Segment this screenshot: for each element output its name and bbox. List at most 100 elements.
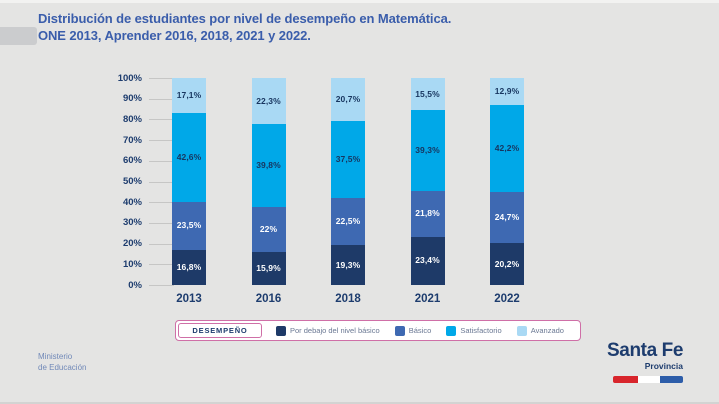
bar-segment-label: 39,8% (256, 159, 281, 170)
bar-segment (331, 198, 365, 246)
y-axis-tick-line (149, 140, 174, 141)
legend: DESEMPEÑO Por debajo del nivel básico Bás… (175, 320, 581, 341)
ministry-label-line1: Ministerio (38, 352, 73, 361)
y-axis-tick-label: 60% (122, 155, 142, 167)
y-axis-tick-label: 100% (117, 72, 142, 84)
y-axis-tick-label: 20% (122, 238, 142, 250)
y-axis-tick-line (149, 99, 174, 100)
y-axis-tick-label: 70% (122, 134, 142, 146)
santafe-name: Santa Fe (607, 340, 683, 361)
legend-item-label: Básico (408, 326, 432, 335)
x-axis-year-label: 2013 (176, 293, 202, 305)
bar-segment-label: 20,7% (335, 93, 361, 104)
legend-title: DESEMPEÑO (192, 326, 248, 335)
y-axis-tick-label: 0% (128, 279, 142, 291)
x-axis-year-label: 2022 (494, 293, 520, 305)
bottom-edge-shadow (0, 402, 719, 404)
x-axis-year-label: 2021 (414, 293, 441, 305)
y-axis-tick-label: 40% (122, 196, 142, 208)
bar-segment (172, 250, 206, 285)
legend-swatch (276, 325, 286, 336)
y-axis-tick-line (149, 161, 174, 162)
x-axis-year-label: 2016 (255, 293, 282, 305)
bar-segment-label: 39,3% (415, 145, 440, 156)
bar-segment (490, 104, 524, 193)
ministry-label: Ministerio de Educación (38, 352, 86, 373)
y-axis-tick-label: 80% (122, 113, 142, 125)
y-axis-tick-line (149, 78, 174, 79)
x-axis-year-label: 2018 (335, 293, 361, 305)
bar-segment-label: 20,2% (494, 258, 520, 269)
slide-title-line2: ONE 2013, Aprender 2016, 2018, 2021 y 20… (38, 27, 311, 43)
y-axis-tick-line (149, 119, 174, 120)
bar-segment-label: 15,9% (256, 263, 281, 274)
y-axis-tick-label: 10% (122, 258, 142, 270)
y-axis-tick-line (149, 182, 174, 183)
flag-segment-white (638, 376, 660, 383)
y-axis-tick-line (149, 285, 174, 286)
bar-segment (410, 236, 445, 285)
bar-segment-label: 12,9% (494, 85, 520, 96)
bar-segment-label: 17,1% (176, 90, 202, 101)
bar-segment-label: 23,4% (415, 255, 440, 266)
legend-item: Por debajo del nivel básico (276, 325, 380, 336)
bar-segment (172, 201, 206, 251)
y-axis-tick-label: 30% (122, 217, 142, 229)
bar-segment-label: 21,8% (415, 208, 440, 219)
bar-segment (172, 78, 206, 114)
bar-segment-label: 42,6% (176, 151, 202, 162)
bar-segment (331, 78, 365, 121)
bar-segment-label: 23,5% (176, 220, 202, 231)
ministry-label-line2: de Educación (38, 362, 87, 372)
legend-items: Por debajo del nivel básico Básico Satisfa… (262, 325, 580, 336)
slide-title-line1: Distribución de estudiantes por nivel de… (38, 11, 452, 26)
bar-segment-label: 22,5% (335, 216, 361, 227)
y-axis-tick-label: 50% (122, 176, 142, 187)
bar-segment (251, 252, 286, 285)
bar-segment-label: 22% (259, 223, 278, 234)
y-axis-tick-line (149, 264, 174, 265)
y-axis-tick-line (149, 244, 174, 245)
bar-segment-label: 37,5% (335, 154, 361, 165)
bar-segment (251, 78, 286, 125)
bar-segment-label: 19,3% (335, 259, 361, 270)
santafe-subtitle: Provincia (644, 361, 683, 371)
y-axis-tick-line (149, 223, 174, 224)
bar-segment-label: 22,3% (256, 95, 281, 106)
bar-segment-label: 16,8% (176, 262, 202, 273)
bar-segment (331, 120, 365, 199)
y-axis-tick-label: 90% (122, 93, 142, 105)
decor-tab (0, 27, 37, 45)
bar-segment (251, 206, 286, 253)
flag-segment-red (613, 376, 638, 383)
legend-swatch (446, 325, 457, 336)
legend-swatch (394, 325, 405, 336)
legend-title-box: DESEMPEÑO (178, 323, 262, 338)
y-axis-tick-line (149, 202, 174, 203)
bar-segment (172, 113, 206, 202)
bar-segment-label: 42,2% (494, 142, 520, 153)
bar-segment (490, 243, 524, 285)
legend-item-label: Avanzado (530, 326, 564, 335)
legend-item: Satisfactorio (446, 325, 502, 336)
legend-swatch (516, 325, 527, 336)
santafe-logo: Santa Fe Provincia (607, 341, 683, 383)
bar-segment (410, 191, 445, 237)
legend-item: Avanzado (516, 325, 564, 336)
legend-item-label: Satisfactorio (460, 326, 502, 335)
bar-segment-label: 15,5% (415, 88, 440, 99)
bar-segment (490, 192, 524, 244)
bar-segment-label: 24,7% (494, 212, 520, 223)
legend-item: Básico (394, 325, 432, 336)
bar-segment (410, 78, 445, 111)
santafe-flag (613, 376, 683, 383)
slide-title: Distribución de estudiantes por nivel de… (38, 11, 451, 44)
flag-segment-blue (660, 376, 683, 383)
legend-item-label: Por debajo del nivel básico (290, 326, 380, 335)
top-edge-highlight (0, 0, 719, 3)
bar-segment (251, 124, 286, 207)
bar-segment (490, 78, 524, 105)
bar-segment (331, 245, 365, 285)
